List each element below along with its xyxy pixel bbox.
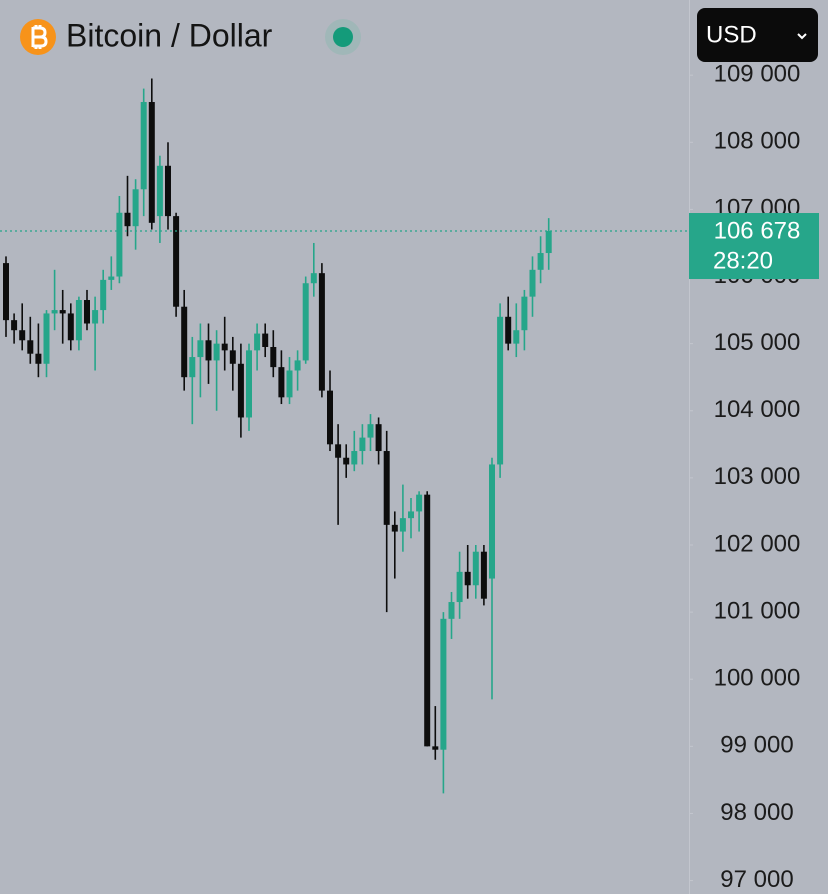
- candle-body: [408, 511, 414, 519]
- candle-body: [489, 464, 495, 579]
- candle-body: [43, 313, 50, 364]
- plot-area: [0, 78, 689, 794]
- candle-body: [229, 350, 236, 364]
- candle-body: [383, 451, 390, 525]
- candle-body: [156, 165, 163, 217]
- candle-body: [213, 343, 220, 361]
- price-axis: 97 000 98 000 99 000 100 000 101 000 102 000 1…: [689, 61, 819, 893]
- candle-body: [92, 310, 99, 324]
- candle-body: [335, 444, 342, 458]
- candle-body: [440, 618, 447, 750]
- symbol-title: Bitcoin / Dollar: [66, 17, 273, 53]
- candle-body: [343, 457, 350, 465]
- candle-body: [278, 367, 285, 398]
- candle-body: [124, 212, 131, 227]
- candle-body: [537, 253, 544, 270]
- candle-body: [448, 602, 455, 619]
- y-tick-label: 103 000: [714, 463, 801, 490]
- candle-body: [310, 273, 317, 284]
- candle-body: [359, 437, 366, 452]
- candle-body: [367, 424, 374, 438]
- candle-body: [416, 494, 423, 512]
- candle-body: [181, 306, 188, 378]
- candle-body: [67, 313, 74, 341]
- candle-body: [148, 102, 155, 223]
- candle-body: [27, 340, 34, 354]
- candle-body: [197, 340, 204, 358]
- candle-body: [375, 424, 382, 452]
- y-tick-label: 101 000: [714, 597, 801, 624]
- candle-body: [11, 320, 18, 331]
- candle-body: [100, 279, 107, 311]
- candle-body: [456, 571, 463, 603]
- y-tick-label: 105 000: [714, 329, 801, 356]
- candle-body: [505, 316, 512, 344]
- candle-body: [84, 300, 90, 324]
- candle-body: [165, 165, 171, 217]
- candle-body: [497, 316, 504, 465]
- y-tick-label: 99 000: [720, 732, 793, 759]
- y-tick-label: 108 000: [714, 128, 801, 155]
- candle-body: [237, 363, 244, 418]
- candle-body: [270, 346, 277, 368]
- candle-body: [254, 333, 261, 351]
- candle-body: [464, 571, 471, 586]
- candle-body: [480, 551, 487, 599]
- status-dot: [333, 27, 353, 47]
- header: Bitcoin / Dollar USD: [0, 0, 818, 70]
- candle-body: [327, 390, 333, 445]
- candle-body: [472, 551, 479, 586]
- currency-label[interactable]: USD: [706, 21, 757, 48]
- candle-body: [351, 451, 358, 465]
- candle-body: [529, 269, 536, 297]
- candle-body: [132, 189, 139, 227]
- candle-body: [19, 330, 26, 341]
- candle-body: [221, 343, 228, 351]
- candle-body: [116, 212, 123, 277]
- candle-body: [205, 340, 212, 361]
- candle-body: [286, 370, 293, 398]
- candle-body: [59, 310, 66, 314]
- y-tick-label: 97 000: [720, 866, 793, 893]
- candle-body: [246, 350, 252, 418]
- candle-body: [545, 231, 552, 254]
- candle-body: [189, 357, 196, 378]
- y-tick-label: 109 000: [714, 61, 801, 88]
- y-tick-label: 100 000: [714, 665, 801, 692]
- bitcoin-glyph: [31, 25, 48, 49]
- chevron[interactable]: [797, 33, 807, 40]
- candle-body: [399, 518, 406, 532]
- candle-body: [432, 746, 439, 750]
- candle-body: [521, 296, 528, 331]
- candle-body: [318, 273, 325, 391]
- candle-body: [513, 330, 520, 344]
- candle-body: [294, 360, 301, 371]
- last-price-label: 106 678: [714, 217, 801, 244]
- candle-body: [140, 102, 147, 190]
- candle-body: [3, 263, 9, 321]
- candle-body: [424, 494, 431, 747]
- candle-body: [391, 524, 398, 532]
- y-tick-label: 102 000: [714, 530, 801, 557]
- candle-body: [51, 310, 58, 314]
- y-tick-label: 98 000: [720, 799, 793, 826]
- y-tick-label: 104 000: [714, 396, 801, 423]
- candle-body: [262, 333, 269, 347]
- candle-body: [35, 353, 42, 364]
- candle-body: [75, 300, 82, 341]
- candle-body: [108, 276, 115, 280]
- currency-select[interactable]: [697, 8, 818, 62]
- candle-body: [173, 216, 180, 307]
- last-price-box: [689, 213, 819, 280]
- countdown-label: 28:20: [713, 247, 773, 274]
- candle-body: [302, 283, 309, 361]
